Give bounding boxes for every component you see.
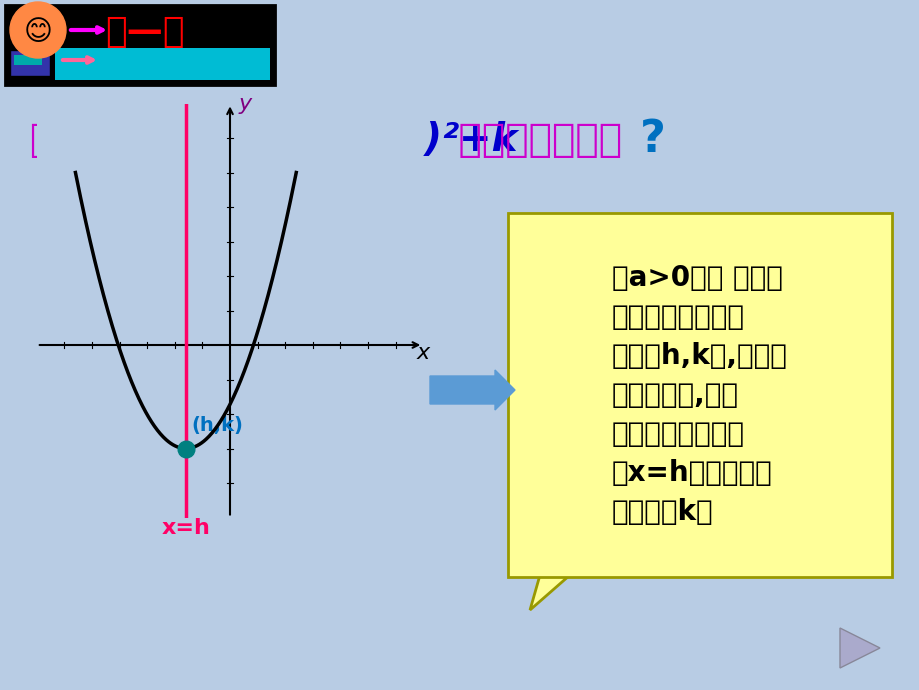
Text: 如何求二次函数: 如何求二次函数 <box>30 121 207 159</box>
FancyArrow shape <box>429 370 515 410</box>
FancyBboxPatch shape <box>14 55 42 65</box>
Text: ?: ? <box>640 119 665 161</box>
FancyBboxPatch shape <box>5 5 275 85</box>
Text: y: y <box>238 94 251 113</box>
Text: 当a>0时， 抛物线
开口朝上，顶点坐
标为（h,k）,此时顶
点为最低点,二次
函数有最小値，即
当x=h时，函数有
最小値为k。: 当a>0时， 抛物线 开口朝上，顶点坐 标为（h,k）,此时顶 点为最低点,二次… <box>611 264 787 526</box>
FancyBboxPatch shape <box>507 213 891 577</box>
Text: (h,k): (h,k) <box>191 416 243 435</box>
FancyBboxPatch shape <box>55 48 269 80</box>
Text: y=a(x–h)²+k: y=a(x–h)²+k <box>250 121 517 159</box>
Polygon shape <box>529 575 570 610</box>
Text: x: x <box>416 343 429 363</box>
Text: 😊: 😊 <box>24 18 52 46</box>
Circle shape <box>10 2 66 58</box>
FancyBboxPatch shape <box>10 50 50 76</box>
Polygon shape <box>839 628 879 668</box>
Text: x=h: x=h <box>161 518 210 538</box>
Text: 想—想: 想—想 <box>105 15 185 49</box>
Text: 最大值、最小值: 最大值、最小值 <box>445 121 635 159</box>
